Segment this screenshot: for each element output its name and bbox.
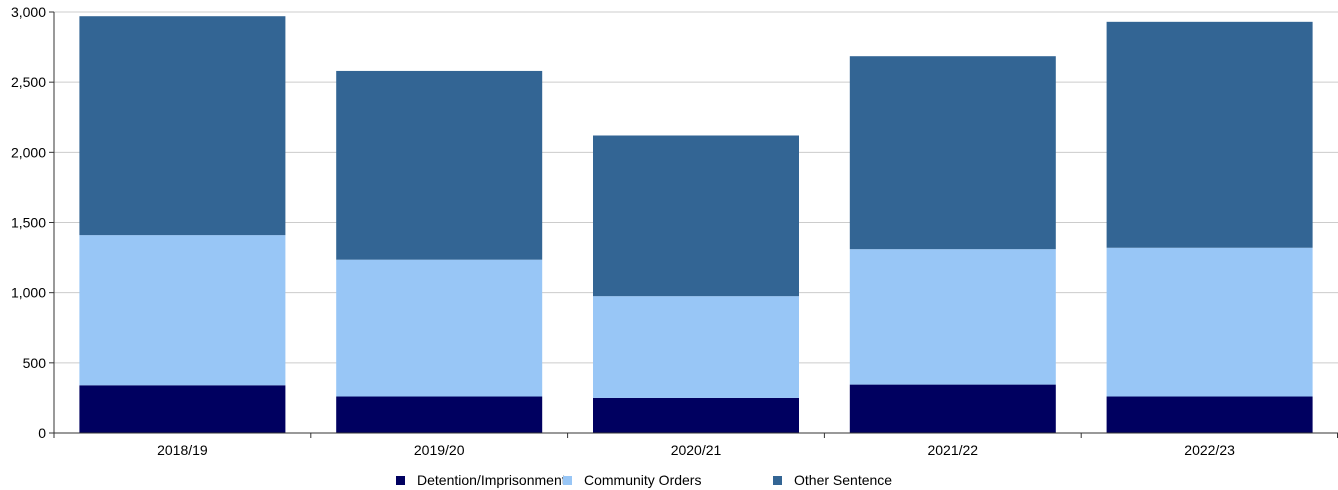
bar-segment-detention-imprisonment-2018-19 [79,385,286,433]
bar-segment-community-orders-2018-19 [79,235,286,386]
x-tick-label: 2019/20 [414,442,465,458]
y-tick-label: 3,000 [11,4,46,20]
bar-segment-other-sentence-2018-19 [79,16,286,236]
bar-segment-community-orders-2019-20 [336,259,543,397]
legend-label-other-sentence: Other Sentence [794,472,893,488]
y-axis-ticks: 0 500 1,000 1,500 2,000 2,500 3,000 [11,4,54,441]
legend-swatch-community-orders [563,475,572,485]
legend-swatch-other-sentence [773,475,782,485]
legend-swatch-detention [396,475,405,485]
legend-item-detention: Detention/Imprisonment [396,470,566,490]
legend-item-community-orders: Community Orders [563,470,701,490]
legend-label-community-orders: Community Orders [584,472,702,488]
y-tick-label: 2,500 [11,74,46,90]
legend: Detention/Imprisonment Community Orders … [0,470,1338,490]
legend-label-detention: Detention/Imprisonment [417,472,566,488]
bar-segment-other-sentence-2020-21 [593,135,799,297]
x-tick-label: 2020/21 [671,442,722,458]
bar-segment-other-sentence-2019-20 [336,70,543,260]
bar-segment-community-orders-2022-23 [1106,247,1313,397]
y-tick-label: 2,000 [11,144,46,160]
x-tick-label: 2022/23 [1184,442,1235,458]
y-tick-label: 500 [23,355,47,371]
bar-segment-community-orders-2021-22 [849,249,1056,385]
bar-segment-other-sentence-2021-22 [849,56,1056,250]
bar-segment-community-orders-2020-21 [593,296,799,398]
bar-segment-detention-imprisonment-2022-23 [1106,396,1313,433]
x-tick-label: 2021/22 [927,442,978,458]
bar-segment-detention-imprisonment-2021-22 [849,384,1056,433]
legend-item-other-sentence: Other Sentence [773,470,892,490]
x-axis-ticks: 2018/19 2019/20 2020/21 2021/22 2022/23 [53,433,1338,458]
y-tick-label: 1,500 [11,215,46,231]
bar-segment-detention-imprisonment-2020-21 [593,397,799,433]
y-tick-label: 0 [38,425,46,441]
x-tick-label: 2018/19 [157,442,208,458]
bar-segment-other-sentence-2022-23 [1106,21,1313,248]
bar-segment-detention-imprisonment-2019-20 [336,396,543,433]
y-tick-label: 1,000 [11,285,46,301]
bars [79,16,1313,433]
